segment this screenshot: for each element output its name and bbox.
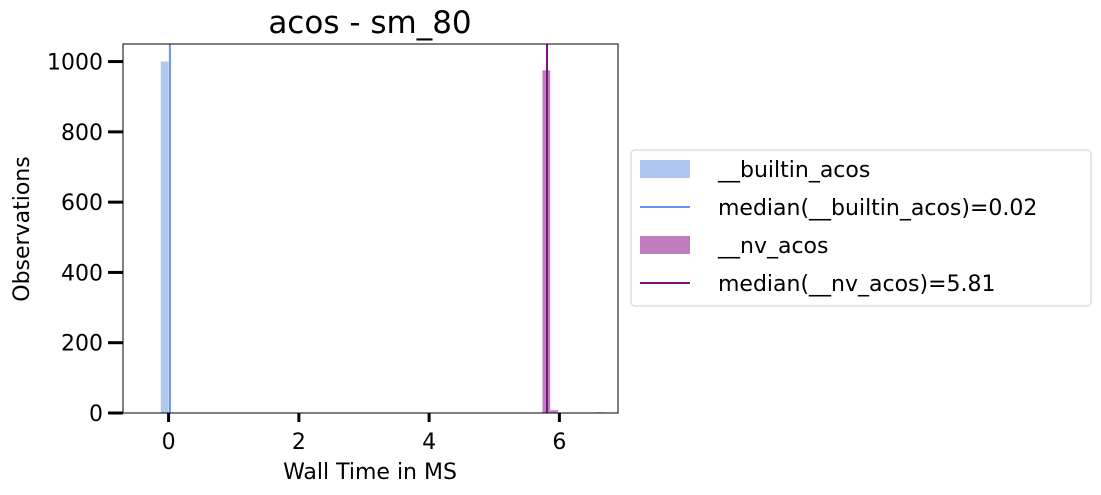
histogram-bar--nv-acos-1 — [550, 410, 559, 413]
x-tick-label: 6 — [552, 430, 566, 455]
y-tick-label: 0 — [89, 402, 103, 427]
x-tick-label: 0 — [162, 430, 176, 455]
x-tick-label: 4 — [422, 430, 436, 455]
y-tick-label: 400 — [61, 261, 103, 286]
plot-area — [160, 44, 604, 413]
chart-title: acos - sm_80 — [268, 5, 471, 41]
x-tick-label: 2 — [292, 430, 306, 455]
axes-frame — [122, 43, 619, 414]
x-axis-label: Wall Time in MS — [283, 460, 457, 485]
legend-label: median(__builtin_acos)=0.02 — [718, 196, 1037, 221]
y-tick-label: 800 — [61, 121, 103, 146]
y-axis-label: Observations — [10, 156, 35, 301]
y-tick-label: 1000 — [47, 51, 103, 76]
legend-swatch-patch — [640, 160, 690, 178]
legend-label: __builtin_acos — [717, 158, 870, 183]
legend-swatch-patch — [640, 236, 690, 254]
legend: __builtin_acos median(__builtin_acos)=0.0… — [630, 149, 1092, 307]
legend-label: __nv_acos — [717, 234, 828, 259]
legend-box — [630, 149, 1092, 307]
y-tick-label: 200 — [61, 332, 103, 357]
legend-entries: __builtin_acos median(__builtin_acos)=0.0… — [640, 158, 1037, 297]
histogram-bar--builtin-acos-0 — [160, 61, 169, 413]
y-axis-ticks: 0 200 400 600 800 1000 — [47, 51, 123, 427]
y-tick-label: 600 — [61, 191, 103, 216]
legend-label: median(__nv_acos)=5.81 — [718, 272, 996, 297]
x-axis-ticks: 0 2 4 6 — [162, 413, 566, 455]
